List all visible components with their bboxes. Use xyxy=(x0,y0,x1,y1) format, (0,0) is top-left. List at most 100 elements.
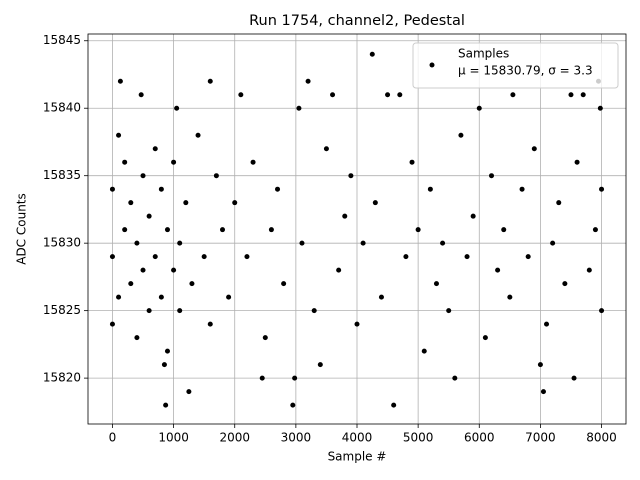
point xyxy=(140,173,146,179)
point xyxy=(152,254,158,260)
point xyxy=(122,159,128,165)
point xyxy=(409,159,415,165)
point xyxy=(385,92,391,98)
point xyxy=(183,200,189,206)
point xyxy=(369,51,375,57)
point xyxy=(458,132,464,138)
point xyxy=(220,227,225,233)
x-tick-label: 3000 xyxy=(281,431,312,445)
y-tick-label: 15830 xyxy=(43,236,81,250)
point xyxy=(146,213,152,219)
point xyxy=(489,173,494,179)
point xyxy=(599,186,605,192)
x-tick-label: 1000 xyxy=(158,431,189,445)
x-tick-label: 6000 xyxy=(464,431,495,445)
point xyxy=(116,294,122,300)
point xyxy=(586,267,592,273)
point xyxy=(599,308,605,314)
point xyxy=(305,78,311,84)
point xyxy=(446,308,452,314)
point xyxy=(164,227,170,233)
point xyxy=(128,281,134,287)
point xyxy=(177,308,183,314)
point xyxy=(292,375,298,381)
point xyxy=(158,294,164,300)
points xyxy=(109,51,605,408)
point xyxy=(323,146,329,152)
point xyxy=(525,254,531,260)
point xyxy=(268,227,274,233)
point xyxy=(476,105,482,111)
point xyxy=(470,213,476,219)
point xyxy=(440,240,446,246)
point xyxy=(177,240,183,246)
point xyxy=(207,321,213,327)
x-tick-label: 5000 xyxy=(403,431,434,445)
point xyxy=(146,308,152,314)
legend-label: Samples xyxy=(458,47,509,61)
y-tick-label: 15840 xyxy=(43,101,81,115)
point xyxy=(134,335,140,341)
point xyxy=(117,78,123,84)
point xyxy=(354,321,360,327)
point xyxy=(186,389,192,395)
x-axis-label: Sample # xyxy=(328,450,387,464)
point xyxy=(574,159,580,165)
point xyxy=(158,186,164,192)
point xyxy=(336,267,342,273)
point xyxy=(164,348,170,354)
point xyxy=(495,267,501,273)
point xyxy=(415,227,421,233)
legend: Samples μ = 15830.79, σ = 3.3 xyxy=(412,42,619,89)
point xyxy=(213,173,219,179)
point xyxy=(378,294,384,300)
point xyxy=(342,213,348,219)
point xyxy=(262,335,268,341)
point xyxy=(109,254,115,260)
point xyxy=(238,92,244,98)
point xyxy=(427,186,433,192)
point xyxy=(163,402,169,408)
point xyxy=(317,362,323,368)
chart-title: Run 1754, channel2, Pedestal xyxy=(249,13,465,29)
point xyxy=(360,240,366,246)
point xyxy=(507,294,513,300)
point xyxy=(348,173,354,179)
point xyxy=(275,186,281,192)
point xyxy=(226,294,232,300)
legend-marker xyxy=(429,62,435,68)
point xyxy=(544,321,550,327)
point xyxy=(562,281,568,287)
point xyxy=(372,200,378,206)
point xyxy=(207,78,213,84)
point xyxy=(232,200,238,206)
point xyxy=(482,335,488,341)
point xyxy=(152,146,158,152)
legend-note: μ = 15830.79, σ = 3.3 xyxy=(458,64,593,78)
point xyxy=(161,362,167,368)
point xyxy=(244,254,250,260)
point xyxy=(250,159,256,165)
point xyxy=(189,281,195,287)
y-tick-label: 15845 xyxy=(43,33,81,47)
point xyxy=(109,186,115,192)
point xyxy=(116,132,122,138)
point xyxy=(433,281,439,287)
point xyxy=(330,92,336,98)
point xyxy=(403,254,409,260)
x-tick-label: 2000 xyxy=(219,431,250,445)
y-tick-label: 15835 xyxy=(43,168,81,182)
y-tick-label: 15825 xyxy=(43,303,81,317)
point xyxy=(550,240,556,246)
point xyxy=(195,132,201,138)
x-tick-label: 7000 xyxy=(525,431,556,445)
point xyxy=(290,402,296,408)
point xyxy=(391,402,397,408)
point xyxy=(201,254,207,260)
point xyxy=(421,348,427,354)
point xyxy=(140,267,146,273)
y-tick-label: 15820 xyxy=(43,371,81,385)
legend-box xyxy=(412,42,619,89)
x-tick-label: 0 xyxy=(109,431,117,445)
